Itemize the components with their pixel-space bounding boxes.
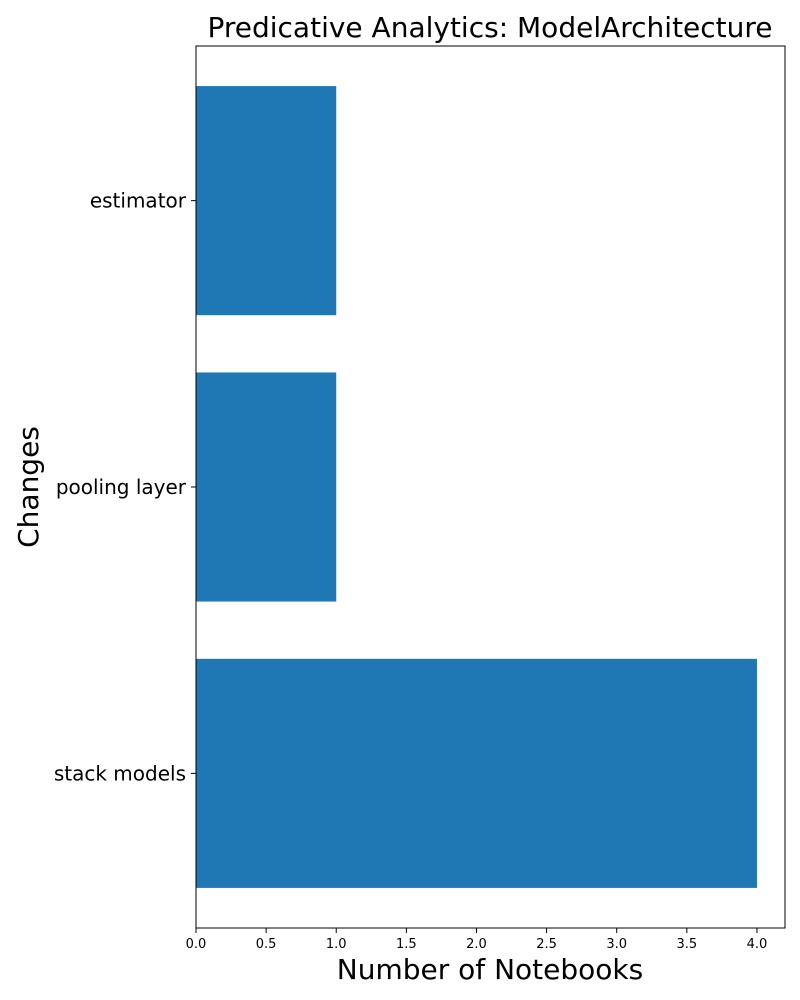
chart-title: Predicative Analytics: ModelArchitecture <box>207 11 772 44</box>
x-tick-label: 1.0 <box>326 937 347 952</box>
x-tick-label: 2.5 <box>536 937 557 952</box>
bar-estimator <box>196 86 337 316</box>
x-tick-label: 0.0 <box>186 937 207 952</box>
y-tick-label: estimator <box>90 189 187 213</box>
x-tick-label: 0.5 <box>256 937 277 952</box>
x-tick-label: 4.0 <box>747 937 768 952</box>
bar-stack-models <box>196 658 757 888</box>
bars-layer <box>196 86 757 888</box>
bar-pooling-layer <box>196 372 337 602</box>
y-axis-label: Changes <box>12 426 45 548</box>
ticks-layer: stack models pooling layer estimator 0.0 0.5… <box>54 189 767 952</box>
x-tick-label: 1.5 <box>396 937 417 952</box>
x-axis-label: Number of Notebooks <box>337 953 643 986</box>
plot-frame <box>195 45 786 929</box>
x-tick-label: 3.5 <box>676 937 697 952</box>
x-tick-label: 3.0 <box>606 937 627 952</box>
x-tick-label: 2.0 <box>466 937 487 952</box>
y-tick-label: pooling layer <box>56 475 187 499</box>
y-tick-label: stack models <box>54 761 186 785</box>
